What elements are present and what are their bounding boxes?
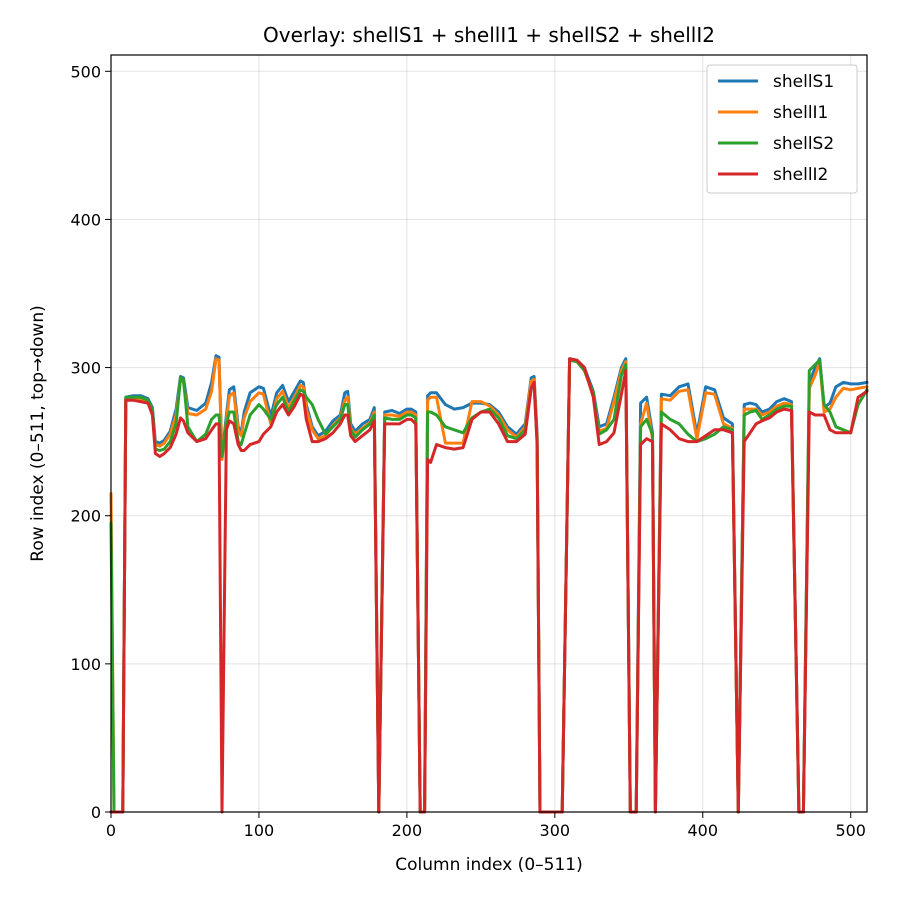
series-line-shellI2 xyxy=(109,357,869,814)
y-tick-label: 500 xyxy=(70,62,101,81)
x-tick-label: 400 xyxy=(688,821,719,840)
legend-label-shellS2: shellS2 xyxy=(773,134,834,154)
series-line-shellS1 xyxy=(109,354,869,814)
chart-title: Overlay: shellS1 + shellI1 + shellS2 + s… xyxy=(263,23,715,47)
x-axis-label: Column index (0–511) xyxy=(395,855,582,875)
series-line-shellS2 xyxy=(109,358,869,814)
x-tick-label: 100 xyxy=(244,821,275,840)
legend-label-shellI2: shellI2 xyxy=(773,165,828,185)
y-tick-label: 400 xyxy=(70,210,101,229)
legend-label-shellI1: shellI1 xyxy=(773,103,828,123)
y-tick-label: 100 xyxy=(70,655,101,674)
y-axis-label: Row index (0–511, top→down) xyxy=(28,305,48,561)
y-tick-label: 0 xyxy=(91,803,101,822)
axes-frame xyxy=(110,54,868,813)
y-tick-label: 200 xyxy=(70,507,101,526)
x-tick-label: 0 xyxy=(106,821,116,840)
y-tick-label: 300 xyxy=(70,359,101,378)
grid xyxy=(110,55,867,813)
legend: shellS1 shellI1 shellS2 shellI2 xyxy=(706,64,858,194)
series-lines xyxy=(109,354,869,814)
y-axis-ticks: 0 100 200 300 400 500 xyxy=(70,62,111,822)
x-axis-ticks: 0 100 200 300 400 500 xyxy=(106,812,866,840)
x-tick-label: 500 xyxy=(835,821,866,840)
x-tick-label: 300 xyxy=(540,821,571,840)
plot-area xyxy=(109,54,869,814)
x-tick-label: 200 xyxy=(392,821,423,840)
legend-label-shellS1: shellS1 xyxy=(773,72,834,92)
legend-box xyxy=(706,64,858,194)
